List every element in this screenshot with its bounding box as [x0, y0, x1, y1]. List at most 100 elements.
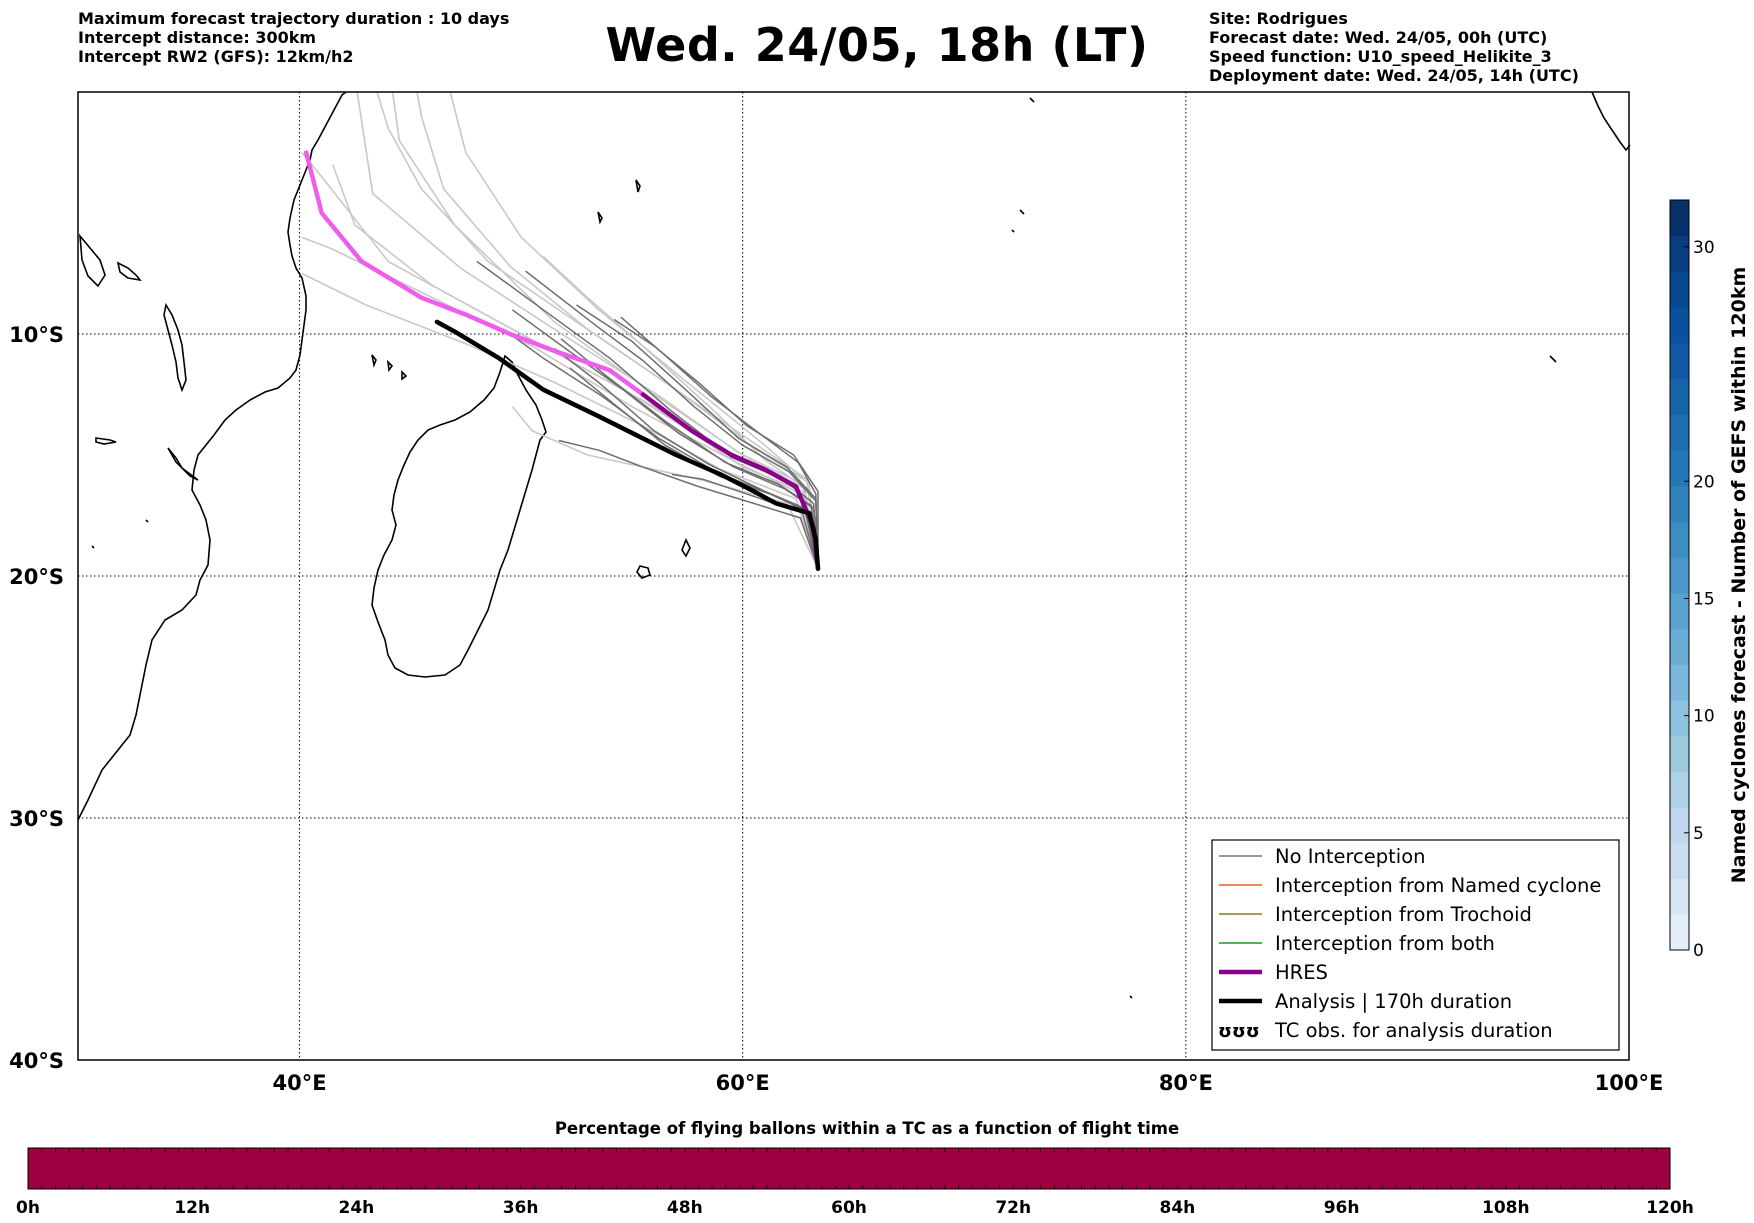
colorbar-right-tick-label: 30: [1693, 238, 1715, 258]
colorbar-right-swatch: [1670, 878, 1689, 915]
colorbar-right-tick-label: 5: [1693, 824, 1704, 844]
header-left-info: Maximum forecast trajectory duration : 1…: [78, 9, 509, 66]
header-left-line: Intercept distance: 300km: [78, 28, 317, 47]
legend-item-label: Interception from Trochoid: [1275, 903, 1532, 926]
header-right-line: Site: Rodrigues: [1209, 9, 1348, 28]
colorbar-bottom-tick-label: 108h: [1482, 1198, 1530, 1218]
colorbar-right-swatch: [1670, 342, 1689, 380]
header-left-line: Maximum forecast trajectory duration : 1…: [78, 9, 510, 28]
colorbar-right-swatch: [1670, 235, 1689, 273]
lat-tick-label: 20°S: [9, 565, 64, 589]
colorbar-right-swatch: [1670, 664, 1689, 701]
mauritius-reunion: [636, 538, 691, 579]
colorbar-right-swatch: [1670, 200, 1689, 237]
dot-island: [91, 209, 1557, 999]
colorbar-right-swatch: [1670, 700, 1689, 737]
legend-item-label: Analysis | 170h duration: [1275, 990, 1512, 1013]
africa-coastline: [77, 91, 347, 821]
ensemble-track-light: [301, 272, 819, 569]
colorbar-right-swatch: [1670, 414, 1689, 451]
lake-victoria: [78, 233, 106, 288]
trajectory-layer: [301, 91, 821, 571]
ensemble-track-no-interception: [558, 439, 819, 569]
lat-tick-label: 40°S: [9, 1049, 64, 1073]
colorbar-right-swatch: [1670, 307, 1689, 344]
tc-obs-symbols: ʊʊʊ: [1218, 1021, 1260, 1042]
comoros-islands: [371, 354, 408, 381]
colorbar-bottom-title: Percentage of flying ballons within a TC…: [555, 1119, 1179, 1138]
colorbar-right-swatch: [1670, 521, 1689, 558]
colorbar-bottom-tick-label: 0h: [16, 1198, 40, 1218]
lon-tick-label: 40°E: [273, 1071, 327, 1095]
colorbar-bottom-ticks: 0h 12h 24h 36h 48h 60h 72h 84h 96h 108h 120h: [16, 1198, 1694, 1218]
axis-labels: 40°E 60°E 80°E 100°E 10°S 20°S 30°S 40°S: [9, 323, 1663, 1095]
graticule: [78, 92, 1629, 1060]
colorbar-bottom-tick-label: 84h: [1160, 1198, 1196, 1218]
lon-tick-label: 80°E: [1159, 1071, 1213, 1095]
colorbar-bottom-tick-label: 120h: [1646, 1198, 1694, 1218]
legend-item-label: Interception from both: [1275, 932, 1495, 955]
colorbar-bottom-tick-label: 36h: [503, 1198, 539, 1218]
colorbar-right-swatches: [1670, 200, 1689, 951]
colorbar-right-tick-label: 0: [1693, 941, 1704, 961]
colorbar-right: 0 5 10 15 20 30 Named cyclones forecast - Num…: [1669, 199, 1750, 961]
ensemble-track-light: [301, 236, 819, 569]
colorbar-bottom-tick-label: 72h: [995, 1198, 1031, 1218]
legend-items: No Interception Interception from Named c…: [1218, 845, 1601, 1042]
legend-item-label: TC obs. for analysis duration: [1274, 1019, 1553, 1042]
legend-item-label: Interception from Named cyclone: [1275, 874, 1601, 897]
colorbar-right-swatch: [1670, 557, 1689, 594]
seychelles-islands: [597, 179, 641, 225]
colorbar-right-swatch: [1670, 735, 1689, 773]
legend: No Interception Interception from Named c…: [1211, 839, 1620, 1051]
ensemble-track-no-interception: [511, 309, 819, 569]
colorbar-right-swatch: [1670, 771, 1689, 808]
colorbar-bottom-tick-label: 12h: [174, 1198, 210, 1218]
colorbar-bottom-minor-ticks: [41, 1148, 1657, 1189]
lake-tanganyika: [163, 302, 187, 393]
colorbar-right-swatch: [1670, 378, 1689, 415]
colorbar-right-swatch: [1670, 450, 1689, 487]
colorbar-right-swatch: [1670, 485, 1689, 523]
lat-tick-label: 30°S: [9, 807, 64, 831]
hres-track-late: [303, 150, 646, 397]
colorbar-bottom-fill: [28, 1148, 1670, 1189]
ensemble-track-no-interception: [525, 270, 819, 569]
colorbar-right-tick-label: 15: [1693, 589, 1715, 609]
legend-item-label: HRES: [1275, 961, 1328, 984]
lake-kariba: [167, 447, 199, 481]
map-title: Wed. 24/05, 18h (LT): [605, 18, 1149, 72]
colorbar-bottom-frame: [27, 1147, 1671, 1190]
colorbar-bottom-tick-label: 60h: [831, 1198, 867, 1218]
lake-malawi: [116, 261, 142, 282]
ensemble-track-no-interception: [502, 328, 819, 569]
madagascar-coastline: [371, 354, 547, 678]
colorbar-right-swatch: [1670, 271, 1689, 308]
ensemble-track-no-interception: [671, 473, 819, 569]
colorbar-right-swatch: [1670, 807, 1689, 844]
colorbar-bottom-tick-label: 48h: [667, 1198, 703, 1218]
colorbar-right-swatch: [1670, 628, 1689, 665]
header-right-info: Site: Rodrigues Forecast date: Wed. 24/0…: [1209, 9, 1579, 85]
coastlines: [77, 91, 1631, 999]
colorbar-right-frame: [1669, 199, 1690, 951]
map-frame: [77, 91, 1630, 1061]
colorbar-right-ticks: 0 5 10 15 20 30: [1684, 238, 1715, 961]
colorbar-right-swatch: [1670, 592, 1689, 630]
header-right-line: Deployment date: Wed. 24/05, 14h (UTC): [1209, 66, 1579, 85]
lon-tick-label: 60°E: [716, 1071, 770, 1095]
colorbar-bottom-tick-label: 96h: [1324, 1198, 1360, 1218]
lon-tick-label: 100°E: [1595, 1071, 1664, 1095]
colorbar-bottom-tick-label: 24h: [339, 1198, 375, 1218]
colorbar-right-label: Named cyclones forecast - Number of GEFS…: [1728, 267, 1750, 884]
lake-small: [95, 437, 117, 445]
header-right-line: Forecast date: Wed. 24/05, 00h (UTC): [1209, 28, 1548, 47]
ensemble-track-no-interception: [620, 316, 819, 569]
colorbar-right-tick-label: 10: [1693, 707, 1715, 727]
header-right-line: Speed function: U10_speed_Helikite_3: [1209, 47, 1552, 66]
lat-tick-label: 10°S: [9, 323, 64, 347]
colorbar-right-swatch: [1670, 842, 1689, 880]
maldives-islands: [1029, 91, 1631, 152]
header-left-line: Intercept RW2 (GFS): 12km/h2: [78, 47, 354, 66]
